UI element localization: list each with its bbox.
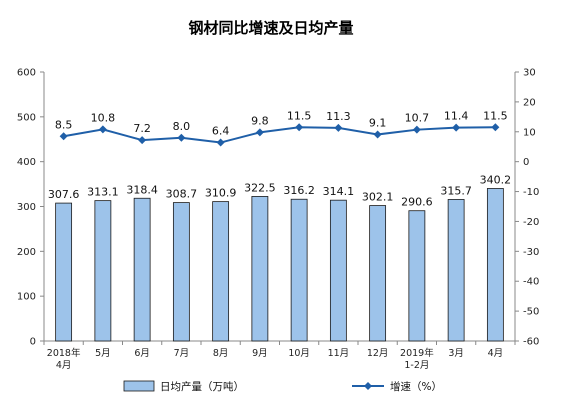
bar-value-label: 302.1 bbox=[362, 191, 394, 204]
right-tick-label: -10 bbox=[523, 187, 539, 198]
x-tick-label: 5月 bbox=[95, 348, 111, 359]
line-point bbox=[373, 130, 382, 139]
line-point bbox=[295, 123, 304, 132]
bar-value-label: 308.7 bbox=[166, 188, 198, 201]
bar bbox=[369, 205, 387, 342]
right-tick-label: -40 bbox=[523, 277, 539, 288]
legend: 日均产量（万吨） 增速（%） bbox=[123, 380, 442, 393]
line-value-label: 10.8 bbox=[91, 111, 116, 124]
x-tick-label: 2018年 bbox=[47, 347, 81, 359]
bar bbox=[133, 197, 151, 342]
x-tick-label: 10月 bbox=[288, 348, 310, 359]
x-tick-label: 8月 bbox=[213, 348, 229, 359]
line-point bbox=[138, 136, 147, 145]
bar-value-label: 315.7 bbox=[440, 184, 472, 197]
legend-line-marker bbox=[364, 382, 372, 390]
line-point bbox=[59, 132, 68, 141]
right-tick-label: 10 bbox=[523, 127, 536, 138]
line-value-label: 7.2 bbox=[133, 122, 151, 135]
axes: 0 100 200 300 400 500 600 -60 -50 -40 -30 -20 -10 0 10… bbox=[17, 68, 539, 372]
x-tick-label: 6月 bbox=[134, 348, 150, 359]
line-point bbox=[491, 123, 500, 132]
x-tick-label: 9月 bbox=[252, 348, 268, 359]
left-tick-label: 600 bbox=[17, 68, 36, 79]
bar bbox=[251, 196, 269, 342]
legend-line-label: 增速（%） bbox=[390, 380, 442, 393]
line-point bbox=[177, 133, 186, 142]
bar-value-label: 316.2 bbox=[283, 184, 315, 197]
bar-value-label: 340.2 bbox=[480, 173, 512, 186]
x-tick-label: 1-2月 bbox=[404, 360, 429, 371]
bar bbox=[408, 210, 426, 342]
right-tick-label: 0 bbox=[523, 157, 529, 168]
right-tick-label: 20 bbox=[523, 97, 536, 108]
x-tick-label: 2019年 bbox=[400, 347, 434, 359]
right-tick-label: -50 bbox=[523, 307, 539, 318]
line-value-label: 8.5 bbox=[55, 118, 73, 131]
left-tick-label: 500 bbox=[17, 112, 36, 123]
bar bbox=[212, 201, 230, 342]
x-tick-label: 4月 bbox=[488, 348, 504, 359]
line-point bbox=[255, 128, 264, 137]
line-value-label: 11.5 bbox=[287, 109, 312, 122]
chart-title: 钢材同比增速及日均产量 bbox=[188, 19, 353, 37]
bar bbox=[447, 199, 465, 342]
x-tick-label: 7月 bbox=[174, 348, 190, 359]
legend-bar-swatch bbox=[123, 380, 155, 392]
data-labels-layer: 307.6 313.1 318.4 308.7 310.9 322.5 316.2 314.1… bbox=[48, 109, 511, 208]
x-tick-label: 11月 bbox=[328, 348, 350, 359]
line-value-label: 11.3 bbox=[326, 110, 351, 123]
bars-layer bbox=[55, 188, 504, 342]
right-tick-label: -60 bbox=[523, 337, 539, 348]
bar bbox=[55, 202, 73, 342]
line-value-label: 11.4 bbox=[444, 110, 469, 123]
line-value-label: 10.7 bbox=[405, 112, 430, 125]
left-tick-label: 200 bbox=[17, 247, 36, 258]
bar bbox=[486, 188, 504, 342]
x-tick-label: 4月 bbox=[56, 360, 72, 371]
line-point bbox=[216, 138, 225, 147]
left-tick-label: 400 bbox=[17, 157, 36, 168]
bar-value-label: 314.1 bbox=[323, 185, 355, 198]
bar-value-label: 307.6 bbox=[48, 188, 80, 201]
line-layer bbox=[59, 123, 500, 147]
legend-bar-label: 日均产量（万吨） bbox=[160, 380, 244, 393]
left-tick-label: 0 bbox=[30, 337, 36, 348]
bar-value-label: 313.1 bbox=[87, 186, 119, 199]
bar-value-label: 290.6 bbox=[401, 196, 433, 209]
right-tick-label: -20 bbox=[523, 217, 539, 228]
bar bbox=[329, 199, 347, 342]
growth-line bbox=[63, 126, 496, 144]
x-tick-label: 3月 bbox=[448, 348, 464, 359]
line-point bbox=[334, 123, 343, 132]
bar-value-label: 310.9 bbox=[205, 187, 237, 200]
line-point bbox=[412, 125, 421, 134]
bar bbox=[290, 198, 308, 342]
line-value-label: 9.8 bbox=[251, 114, 269, 127]
right-tick-label: -30 bbox=[523, 247, 539, 258]
line-point bbox=[452, 123, 461, 132]
line-value-label: 6.4 bbox=[212, 125, 230, 138]
bar-value-label: 322.5 bbox=[244, 181, 276, 194]
left-tick-label: 300 bbox=[17, 202, 36, 213]
line-value-label: 9.1 bbox=[369, 116, 387, 129]
bar-value-label: 318.4 bbox=[126, 183, 158, 196]
line-value-label: 11.5 bbox=[483, 109, 508, 122]
bar bbox=[94, 200, 112, 342]
bar bbox=[172, 202, 190, 342]
line-point bbox=[98, 125, 107, 134]
right-tick-label: 30 bbox=[523, 68, 536, 79]
left-tick-label: 100 bbox=[17, 292, 36, 303]
x-tick-label: 12月 bbox=[367, 348, 389, 359]
line-value-label: 8.0 bbox=[173, 120, 191, 133]
